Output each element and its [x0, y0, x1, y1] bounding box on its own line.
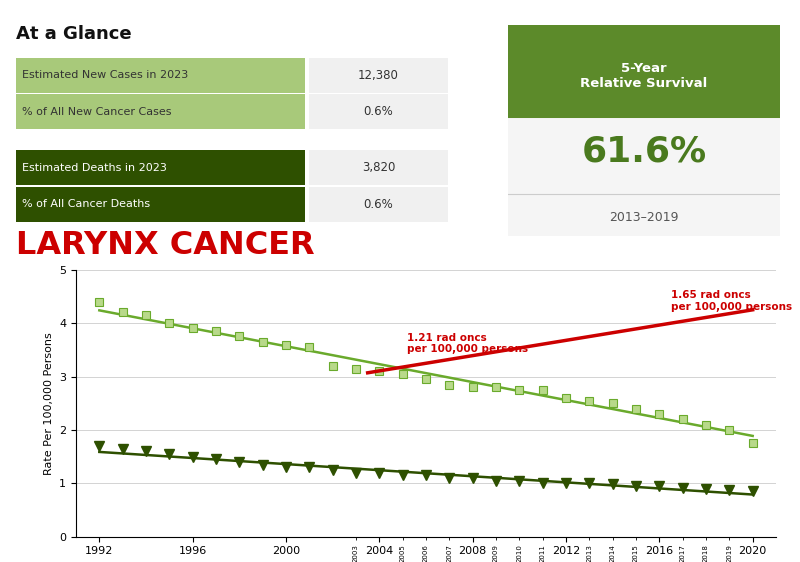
FancyBboxPatch shape	[502, 21, 786, 241]
Text: % of All New Cancer Cases: % of All New Cancer Cases	[22, 107, 172, 116]
Text: 1.21 rad oncs
per 100,000 persons: 1.21 rad oncs per 100,000 persons	[407, 333, 529, 354]
FancyBboxPatch shape	[16, 58, 306, 93]
Text: 61.6%: 61.6%	[582, 135, 706, 169]
Text: 2013–2019: 2013–2019	[610, 211, 678, 224]
FancyBboxPatch shape	[309, 187, 448, 222]
FancyBboxPatch shape	[502, 21, 786, 118]
Text: LARYNX CANCER: LARYNX CANCER	[16, 230, 314, 261]
Text: 5-Year
Relative Survival: 5-Year Relative Survival	[580, 62, 708, 90]
Text: 3,820: 3,820	[362, 161, 395, 174]
Text: % of All Cancer Deaths: % of All Cancer Deaths	[22, 200, 150, 209]
Y-axis label: Rate Per 100,000 Persons: Rate Per 100,000 Persons	[43, 332, 54, 475]
FancyBboxPatch shape	[16, 151, 306, 185]
Text: Estimated New Cases in 2023: Estimated New Cases in 2023	[22, 70, 189, 80]
FancyBboxPatch shape	[508, 70, 780, 114]
Text: Estimated Deaths in 2023: Estimated Deaths in 2023	[22, 163, 167, 173]
FancyBboxPatch shape	[309, 151, 448, 185]
Text: 0.6%: 0.6%	[363, 198, 394, 211]
FancyBboxPatch shape	[309, 58, 448, 93]
Text: 12,380: 12,380	[358, 69, 399, 81]
FancyBboxPatch shape	[16, 94, 306, 129]
Text: 0.6%: 0.6%	[363, 105, 394, 118]
FancyBboxPatch shape	[309, 94, 448, 129]
Text: At a Glance: At a Glance	[16, 25, 132, 43]
FancyBboxPatch shape	[16, 187, 306, 222]
Text: 1.65 rad oncs
per 100,000 persons: 1.65 rad oncs per 100,000 persons	[671, 290, 792, 312]
